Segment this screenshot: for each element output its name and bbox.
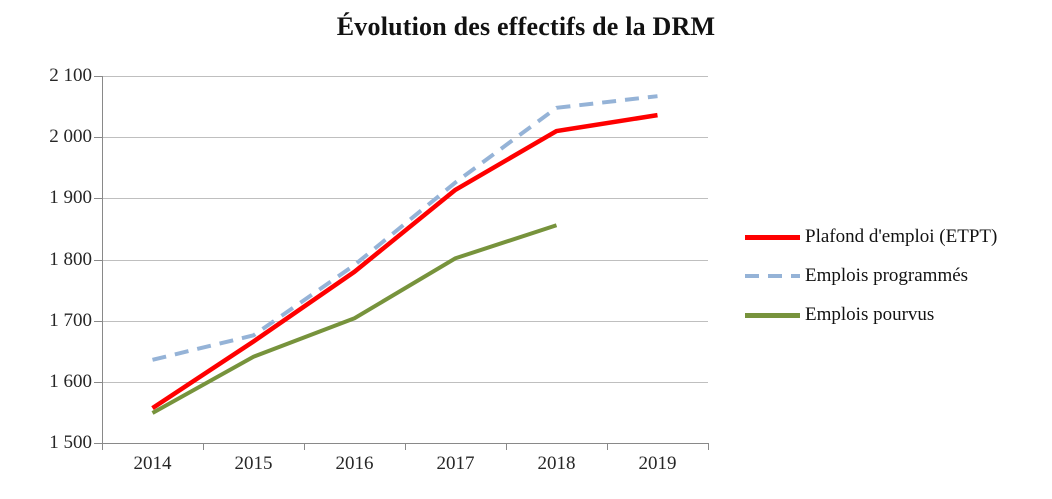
y-axis-tick-label: 2 100 (49, 65, 92, 86)
series-line-2 (151, 223, 558, 415)
y-axis-tick-label: 1 800 (49, 249, 92, 270)
legend-line-swatch-red (745, 234, 800, 240)
x-axis-tick-label: 2015 (234, 453, 273, 474)
legend-line-swatch-green (745, 312, 800, 318)
series-line-0 (151, 112, 658, 411)
y-axis-tick-label: 1 600 (49, 371, 92, 392)
x-axis-tick-label: 2014 (133, 453, 172, 474)
x-axis-tick-label: 2018 (537, 453, 576, 474)
x-axis-tick-label: 2016 (335, 453, 374, 474)
x-axis-tick-label: 2017 (436, 453, 475, 474)
chart-title: Évolution des effectifs de la DRM (336, 12, 716, 41)
legend-item-plafond-emploi: Plafond d'emploi (ETPT) (745, 224, 997, 250)
legend-label: Plafond d'emploi (ETPT) (805, 226, 998, 247)
legend-item-emplois-programmes: Emplois programmés (745, 263, 997, 289)
legend-label: Emplois pourvus (805, 304, 935, 325)
chart-legend: Plafond d'emploi (ETPT) Emplois programm… (745, 224, 997, 341)
legend-item-emplois-pourvus: Emplois pourvus (745, 302, 997, 328)
legend-label: Emplois programmés (805, 265, 969, 286)
x-axis-tick-label: 2019 (638, 453, 677, 474)
y-axis-tick-label: 1 700 (49, 310, 92, 331)
y-axis-tick-label: 1 500 (49, 432, 92, 453)
y-axis-tick-label: 2 000 (49, 126, 92, 147)
y-axis-tick-label: 1 900 (49, 187, 92, 208)
legend-line-swatch-blue-dashed (745, 274, 800, 278)
